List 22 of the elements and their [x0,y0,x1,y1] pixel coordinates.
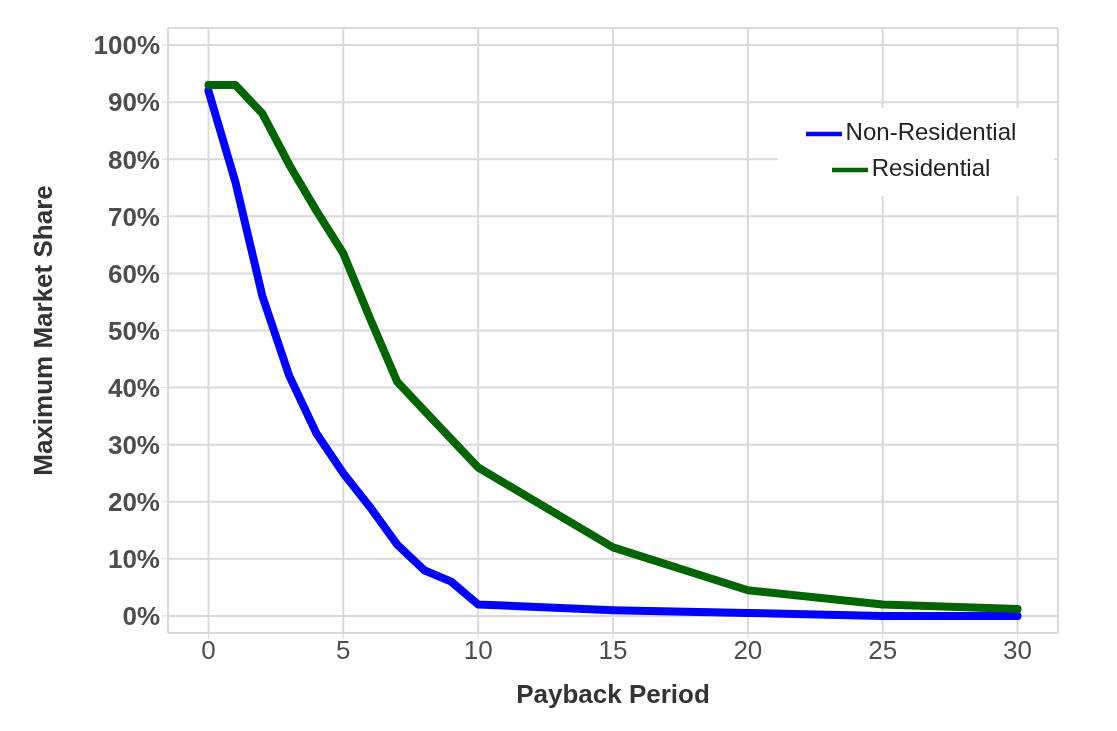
y-tick-label: 80% [107,144,160,175]
y-tick-label: 100% [93,30,160,61]
y-tick-label: 90% [107,87,160,118]
x-tick-label: 30 [1003,635,1033,666]
y-axis-title: Maximum Market Share [28,185,59,476]
x-tick-label: 15 [598,635,628,666]
y-tick-label: 40% [107,372,160,403]
x-axis-title: Payback Period [516,679,710,709]
y-tick-label: 50% [107,315,160,346]
x-tick-label: 25 [868,635,898,666]
legend-label: Non-Residential [845,118,1017,146]
y-tick-label: 0% [122,601,160,632]
y-tick-label: 20% [107,486,160,517]
x-tick-label: 5 [336,635,351,666]
y-tick-label: 30% [107,429,160,460]
y-tick-label: 70% [107,201,160,232]
legend-label: Residential [871,154,991,182]
y-tick-label: 60% [107,258,160,289]
x-tick-label: 0 [201,635,216,666]
y-tick-label: 10% [107,544,160,575]
x-tick-label: 20 [733,635,763,666]
x-tick-label: 10 [463,635,493,666]
